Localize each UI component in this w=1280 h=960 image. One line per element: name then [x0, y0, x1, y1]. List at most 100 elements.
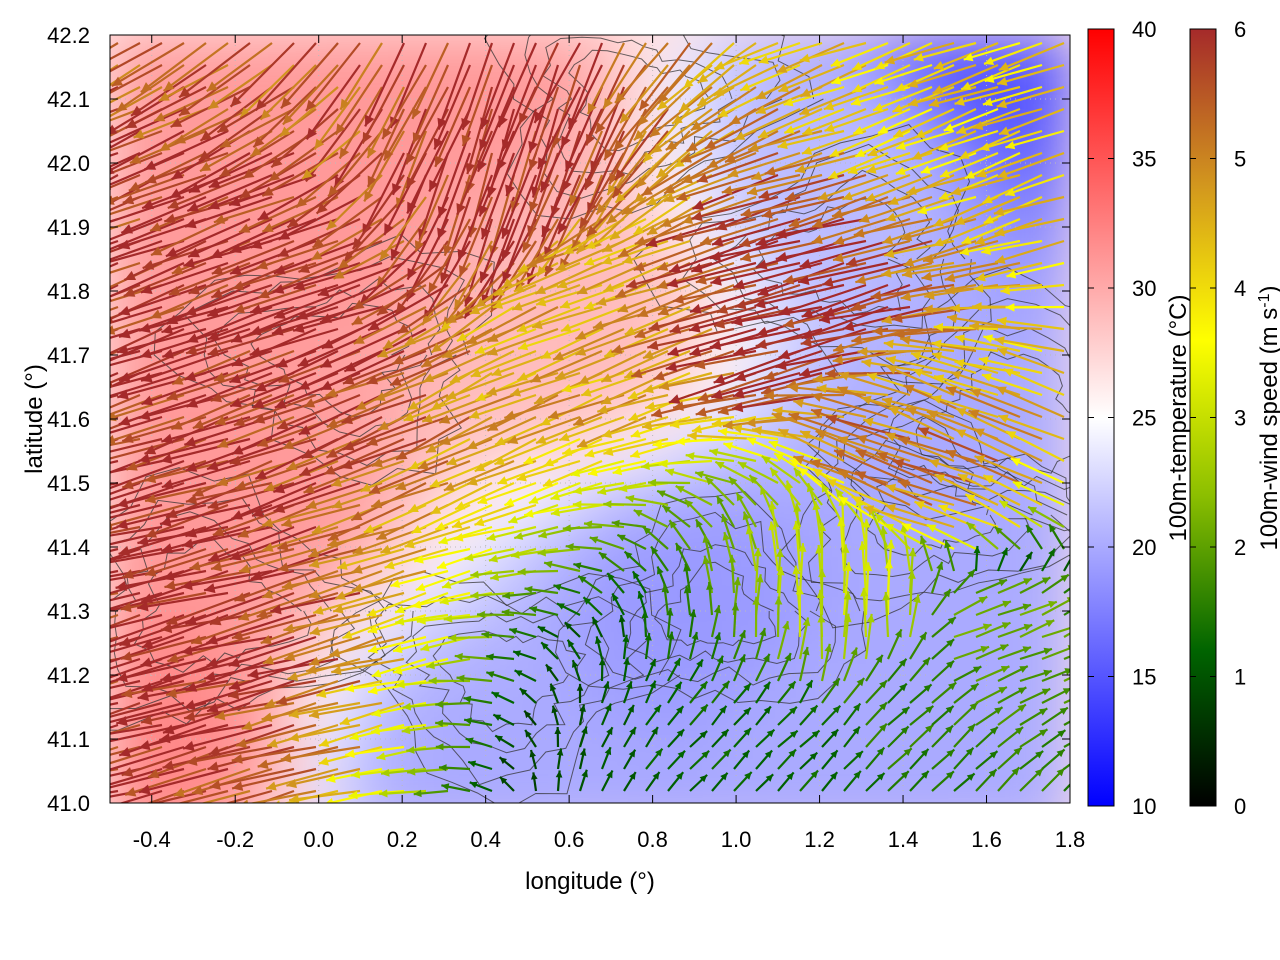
wind-arrow [183, 701, 273, 722]
contour-line [681, 143, 959, 368]
wind-arrow [881, 396, 955, 419]
wind-arrow [1005, 303, 1065, 312]
wind-arrow [981, 239, 1043, 255]
wind-arrow [144, 547, 229, 577]
wind-arrow [208, 723, 295, 756]
wind-arrow [517, 327, 581, 351]
wind-arrow [1012, 480, 1065, 507]
wind-arrow [578, 350, 647, 385]
temperature-colorbar-ticks: 10 15 20 25 30 35 40 [1088, 17, 1156, 819]
wind-arrow [361, 64, 405, 144]
wind-arrow [439, 415, 515, 446]
wind-arrow [751, 151, 823, 181]
wind-arrow [1010, 457, 1065, 484]
wind-arrow [783, 107, 845, 134]
wind-arrow [227, 679, 317, 700]
wind-arrow [395, 459, 471, 491]
wind-arrow [843, 770, 862, 792]
wind-arrow [886, 365, 955, 397]
wind-arrow [443, 174, 472, 257]
temperature-cell [388, 753, 432, 797]
wind-arrow [327, 130, 383, 198]
wind-arrow [799, 769, 819, 792]
wind-arrow [110, 657, 141, 670]
wind-arrow [953, 772, 976, 792]
wind-arrow [277, 217, 361, 258]
wind-arrow [667, 705, 685, 726]
wind-arrow [261, 195, 339, 233]
wind-arrow [864, 613, 875, 660]
temperature-cell [628, 35, 672, 77]
wind-arrow [485, 671, 515, 683]
wind-arrow [305, 42, 361, 112]
wind-arrow [254, 42, 317, 112]
wind-arrow [366, 415, 449, 446]
wind-arrow [897, 479, 977, 507]
wind-arrow [733, 749, 751, 770]
wind-arrow [863, 562, 873, 616]
wind-arrow [474, 438, 537, 473]
wind-arrow [110, 525, 185, 546]
wind-arrow [887, 658, 908, 682]
wind-arrow [622, 634, 630, 660]
colorbar-tick-label: 5 [1234, 147, 1246, 172]
temperature-cell [828, 35, 872, 77]
wind-arrow [710, 632, 722, 660]
wind-arrow [203, 657, 295, 682]
wind-arrow [907, 570, 916, 616]
wind-arrow [182, 723, 273, 751]
wind-arrow [997, 766, 1021, 792]
wind-arrow [691, 415, 757, 434]
wind-arrow [531, 772, 538, 792]
temperature-cell [110, 793, 152, 803]
wind-arrow [1003, 368, 1065, 397]
wind-arrow [407, 767, 449, 776]
wind-arrow [166, 284, 251, 325]
wind-arrow [203, 569, 295, 594]
temperature-cell [508, 793, 552, 803]
wind-arrow [528, 64, 560, 153]
wind-arrow [351, 284, 427, 326]
wind-arrow [256, 789, 295, 803]
wind-arrow [480, 42, 516, 130]
wind-arrow [207, 64, 273, 110]
wind-arrow [710, 371, 801, 400]
wind-arrow [667, 327, 757, 357]
wind-arrow [552, 327, 625, 361]
temperature-cell [708, 473, 752, 517]
wind-arrow [584, 108, 625, 191]
wind-arrow [799, 239, 889, 269]
wind-arrow [823, 85, 889, 111]
wind-arrow [997, 577, 1033, 595]
wind-arrow [342, 196, 405, 264]
wind-arrow [390, 569, 449, 588]
wind-arrow [407, 372, 471, 411]
wind-arrow [191, 767, 273, 795]
temperature-cell [988, 793, 1032, 803]
wind-arrow [887, 706, 911, 726]
wind-arrow [380, 525, 449, 554]
wind-arrow [186, 745, 273, 766]
wind-arrow [733, 771, 753, 792]
wind-arrow [694, 349, 779, 370]
wind-arrow [768, 521, 780, 572]
wind-label-end: ) [1256, 286, 1280, 294]
wind-arrow [821, 728, 839, 748]
wind-arrow [589, 536, 625, 551]
wind-arrow [997, 726, 1024, 748]
wind-arrow [841, 173, 911, 201]
wind-arrow [305, 64, 361, 141]
wind-arrow [110, 174, 119, 181]
wind-arrow [938, 129, 999, 151]
wind-arrow [177, 789, 229, 803]
wind-arrow [757, 107, 823, 139]
wind-arrow [158, 64, 229, 102]
wind-arrow [706, 581, 714, 616]
wind-arrow [838, 371, 911, 397]
wind-arrow [184, 283, 273, 316]
wind-arrow [537, 86, 581, 170]
wind-arrow [1063, 609, 1070, 616]
wind-arrow [288, 789, 361, 803]
wind-arrow [558, 415, 625, 442]
wind-arrow [909, 656, 931, 682]
